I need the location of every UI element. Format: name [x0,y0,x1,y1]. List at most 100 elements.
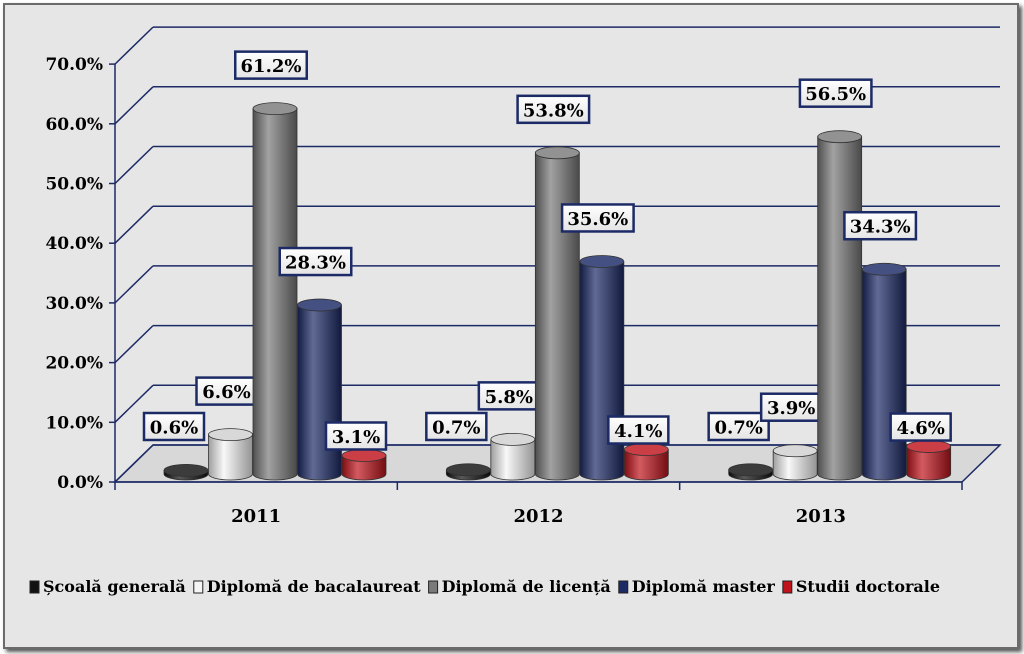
data-label: 4.1% [614,421,662,442]
y-tick-label: 0.0% [57,473,103,493]
legend-swatch [428,580,439,594]
gridline-diagonal [114,205,154,244]
x-tick-label: 2011 [231,506,281,527]
data-label: 3.1% [332,427,380,448]
data-label-box [324,421,388,451]
legend-label: Diplomă de bacalaureat [207,577,421,596]
gridline-diagonal [114,26,154,65]
bar-top [534,146,580,160]
y-tick-label: 30.0% [45,294,103,314]
data-label: 4.6% [896,418,944,439]
gridline-diagonal [114,384,154,423]
bar [906,440,952,481]
y-tick-label: 20.0% [45,354,103,374]
bar-body [623,449,669,481]
bar-top [490,432,536,446]
bar-top [579,255,625,268]
bar [445,463,491,481]
bar [534,146,580,481]
data-label: 0.6% [150,418,198,439]
bar [297,298,342,481]
data-label-box [707,411,770,442]
data-label-box [425,411,488,442]
x-tick-label: 2012 [513,506,563,527]
bar [623,443,669,481]
bar-top [772,444,818,458]
bar [861,262,907,481]
y-tick-label: 50.0% [45,175,103,195]
y-tick-label: 70.0% [45,55,103,75]
bar-body [534,152,580,481]
data-label-box [607,415,670,445]
data-label-box [516,94,591,125]
data-label-box [889,412,952,442]
legend-swatch [782,580,793,594]
bar-top [297,298,342,312]
legend-swatch [29,580,40,594]
legend-label: Studii doctorale [796,577,940,596]
data-label: 34.3% [850,217,911,238]
bar-body [817,136,863,481]
bar-top [341,449,387,462]
bar [252,102,298,481]
bar-body [252,108,298,481]
legend-label: Diplomă master [632,577,776,596]
data-label-box [843,210,918,241]
bar-body [861,268,907,481]
data-label-box [759,392,823,422]
bar-top [445,463,491,477]
bar-body [579,261,625,481]
x-tick-label: 2013 [796,506,846,527]
legend-label: Școală generală [43,577,186,596]
bar [772,444,818,481]
bar-top [728,463,774,477]
legend-label: Diplomă de licență [442,577,611,596]
bar [728,463,774,481]
bar-body [297,304,342,481]
data-label: 5.8% [485,387,533,408]
data-label-box [195,376,258,406]
bar-top [252,102,298,116]
data-label: 61.2% [241,56,302,77]
bar-top [208,428,253,441]
bar-top [906,440,952,453]
data-label-box [798,78,873,108]
data-label: 0.7% [714,418,762,439]
data-label: 0.7% [432,418,480,439]
data-label: 28.3% [285,253,346,274]
bar [163,464,209,481]
bar-body [208,434,253,481]
data-label: 6.6% [202,382,250,403]
gridline-diagonal [114,145,154,185]
gridline-diagonal [114,86,154,125]
data-label: 56.5% [805,84,866,105]
data-label: 53.8% [523,100,584,121]
bar [208,428,253,481]
gridline-diagonal [114,265,154,304]
data-label-box [142,411,206,442]
gridline-diagonal [114,444,154,483]
bar-top [163,464,209,477]
bar [490,432,536,481]
bar-body [906,446,952,481]
y-tick-label: 60.0% [45,115,103,135]
bar-body [341,455,387,481]
data-label-box [560,203,635,233]
bar [579,255,625,481]
bar-top [861,262,907,276]
data-label-box [278,246,353,277]
bar [817,130,863,481]
legend-swatch [618,580,629,594]
y-tick-label: 10.0% [45,413,103,433]
bar-body [490,438,536,481]
bar-top [623,443,669,456]
bar [341,449,387,481]
y-tick-label: 40.0% [45,234,103,254]
bar-top [817,130,863,144]
data-label: 3.9% [767,398,815,419]
data-label: 35.6% [567,209,628,230]
legend-swatch [193,580,204,594]
data-label-box [234,50,308,80]
gridline-diagonal [114,325,154,364]
